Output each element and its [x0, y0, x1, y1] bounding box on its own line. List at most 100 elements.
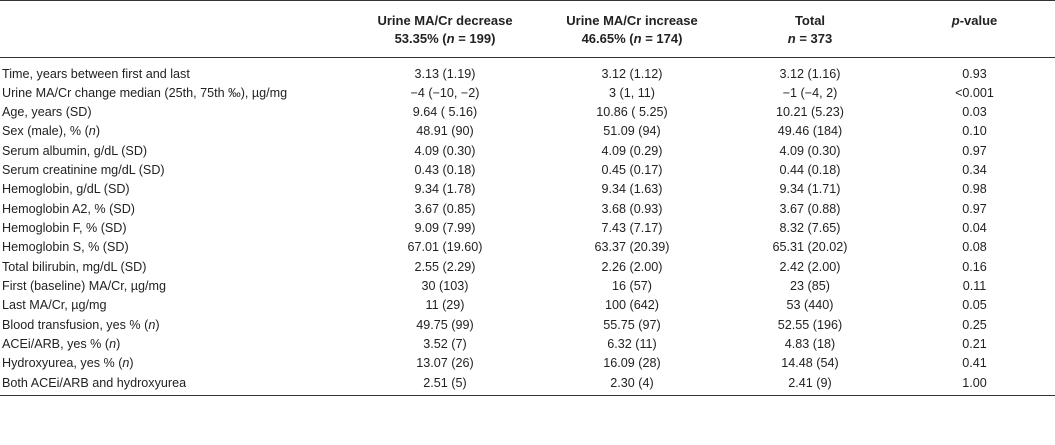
cell-p-value: 1.00 — [894, 373, 1055, 396]
cell-decrease: 3.67 (0.85) — [414, 201, 476, 216]
cell-total: 52.55 (196) — [777, 317, 843, 332]
n-symbol: n — [109, 337, 117, 352]
table-row: ACEi/ARB, yes % (n) 3.52 (7) 6.32 (11) 4.83… — [0, 334, 1055, 353]
cell-label: Hemoglobin, g/dL (SD) — [2, 182, 130, 197]
cell-total: −1 (−4, 2) — [782, 85, 838, 100]
cell-p-value: 0.93 — [962, 66, 987, 81]
cell-decrease: 2.55 (2.29) — [414, 259, 476, 274]
cell-total: 65.31 (20.02) — [772, 240, 848, 255]
cell-increase: 2.30 (4) — [538, 373, 726, 396]
cell-p-value: <0.001 — [955, 85, 994, 100]
cell-p-value: 0.08 — [962, 240, 987, 255]
cell-label: Time, years between first and last — [2, 66, 190, 81]
cell-p-value: 0.34 — [962, 163, 987, 178]
cell-label: Blood transfusion, yes % (n) — [2, 317, 160, 332]
cell-total: 3.12 (1.16) — [779, 66, 841, 81]
cell-label: Last MA/Cr, µg/mg — [2, 298, 107, 313]
cell-decrease: 9.09 (7.99) — [414, 221, 476, 236]
cell-label: First (baseline) MA/Cr, µg/mg — [2, 279, 167, 294]
cell-p-value: 0.97 — [962, 201, 987, 216]
cell-decrease: 13.07 (26) — [416, 356, 474, 371]
table-row: Hemoglobin, g/dL (SD) 9.34 (1.78) 9.34 (1.… — [0, 180, 1055, 199]
header-p-value-p: p — [951, 13, 960, 28]
n-symbol: n — [148, 317, 156, 332]
header-p-value: p-value — [894, 0, 1055, 58]
cell-p-value: 0.04 — [962, 221, 987, 236]
table-row: Hemoglobin A2, % (SD) 3.67 (0.85) 3.68 (0.… — [0, 199, 1055, 218]
header-increase-group: Urine MA/Cr increase 46.65% (n = 174) — [538, 0, 726, 58]
cell-decrease: 9.34 (1.78) — [414, 182, 476, 197]
comparison-table: Urine MA/Cr decrease 53.35% (n = 199) Ur… — [0, 0, 1055, 396]
table-row: Age, years (SD) 9.64 ( 5.16) 10.86 ( 5.25)… — [0, 102, 1055, 121]
cell-total: 2.41 (9) — [726, 373, 894, 396]
table-row: Total bilirubin, mg/dL (SD) 2.55 (2.29) 2.… — [0, 257, 1055, 276]
cell-p-value: 0.11 — [962, 279, 987, 294]
n-symbol: n — [122, 356, 130, 371]
header-decrease-group: Urine MA/Cr decrease 53.35% (n = 199) — [352, 0, 538, 58]
table-row: Both ACEi/ARB and hydroxyurea 2.51 (5) 2.3… — [0, 373, 1055, 396]
cell-decrease: 11 (29) — [425, 298, 465, 313]
header-total: Total n = 373 — [726, 0, 894, 58]
cell-decrease: 4.09 (0.30) — [414, 143, 476, 158]
table-row: Urine MA/Cr change median (25th, 75th ‰)… — [0, 83, 1055, 102]
cell-total: 2.42 (2.00) — [779, 259, 841, 274]
table-row: Time, years between first and last 3.13 (… — [0, 58, 1055, 84]
table-row: Last MA/Cr, µg/mg 11 (29) 100 (642) 53 (440… — [0, 296, 1055, 315]
cell-label: Serum creatinine mg/dL (SD) — [2, 163, 165, 178]
cell-total: 53 (440) — [786, 298, 834, 313]
n-symbol: n — [88, 124, 96, 139]
cell-increase: 7.43 (7.17) — [601, 221, 663, 236]
cell-increase: 16.09 (28) — [603, 356, 661, 371]
cell-p-value: 0.03 — [962, 105, 987, 120]
table-body: Time, years between first and last 3.13 (… — [0, 58, 1055, 396]
cell-label: Hydroxyurea, yes % (n) — [2, 356, 134, 371]
cell-increase: 3.12 (1.12) — [601, 66, 663, 81]
cell-label: Total bilirubin, mg/dL (SD) — [2, 259, 147, 274]
cell-increase: 10.86 ( 5.25) — [596, 105, 668, 120]
table-header: Urine MA/Cr decrease 53.35% (n = 199) Ur… — [0, 0, 1055, 58]
table-row: Serum creatinine mg/dL (SD) 0.43 (0.18) 0.… — [0, 160, 1055, 179]
cell-label: Serum albumin, g/dL (SD) — [2, 143, 148, 158]
header-total-count: n = 373 — [787, 31, 833, 46]
table-row: Hemoglobin S, % (SD) 67.01 (19.60) 63.37 (… — [0, 238, 1055, 257]
cell-p-value: 0.98 — [962, 182, 987, 197]
cell-increase: 2.26 (2.00) — [601, 259, 663, 274]
cell-p-value: 0.16 — [962, 259, 987, 274]
cell-label: Hemoglobin F, % (SD) — [2, 221, 127, 236]
table-row: Hydroxyurea, yes % (n) 13.07 (26) 16.09 (2… — [0, 354, 1055, 373]
cell-increase: 6.32 (11) — [607, 337, 657, 352]
cell-label: Hemoglobin S, % (SD) — [2, 240, 129, 255]
cell-total: 9.34 (1.71) — [779, 182, 841, 197]
cell-p-value: 0.05 — [962, 298, 987, 313]
header-increase-title: Urine MA/Cr increase — [566, 13, 698, 28]
cell-total: 49.46 (184) — [777, 124, 843, 139]
cell-p-value: 0.21 — [962, 337, 987, 352]
cell-total: 23 (85) — [790, 279, 830, 294]
cell-decrease: 49.75 (99) — [416, 317, 474, 332]
header-decrease-title: Urine MA/Cr decrease — [377, 13, 513, 28]
cell-p-value: 0.97 — [962, 143, 987, 158]
cell-label: ACEi/ARB, yes % (n) — [2, 337, 121, 352]
cell-increase: 63.37 (20.39) — [594, 240, 670, 255]
table-row: Sex (male), % (n) 48.91 (90) 51.09 (94) 49.… — [0, 122, 1055, 141]
cell-decrease: 3.52 (7) — [423, 337, 467, 352]
cell-decrease: 3.13 (1.19) — [414, 66, 476, 81]
cell-decrease: 0.43 (0.18) — [414, 163, 476, 178]
table-row: Blood transfusion, yes % (n) 49.75 (99) 55… — [0, 315, 1055, 334]
cell-increase: 4.09 (0.29) — [601, 143, 663, 158]
cell-increase: 9.34 (1.63) — [601, 182, 663, 197]
header-decrease-count: 53.35% (n = 199) — [394, 31, 496, 46]
header-total-title: Total — [794, 13, 826, 28]
header-increase-count: 46.65% (n = 174) — [581, 31, 683, 46]
cell-increase: 16 (57) — [612, 279, 652, 294]
cell-increase: 100 (642) — [605, 298, 659, 313]
cell-total: 10.21 (5.23) — [776, 105, 844, 120]
table-row: Serum albumin, g/dL (SD) 4.09 (0.30) 4.09 … — [0, 141, 1055, 160]
table-row: First (baseline) MA/Cr, µg/mg 30 (103) 16 … — [0, 276, 1055, 295]
table-row: Hemoglobin F, % (SD) 9.09 (7.99) 7.43 (7.1… — [0, 218, 1055, 237]
cell-decrease: −4 (−10, −2) — [410, 85, 480, 100]
header-row: Urine MA/Cr decrease 53.35% (n = 199) Ur… — [0, 0, 1055, 58]
cell-total: 8.32 (7.65) — [779, 221, 841, 236]
cell-decrease: 9.64 ( 5.16) — [412, 105, 478, 120]
